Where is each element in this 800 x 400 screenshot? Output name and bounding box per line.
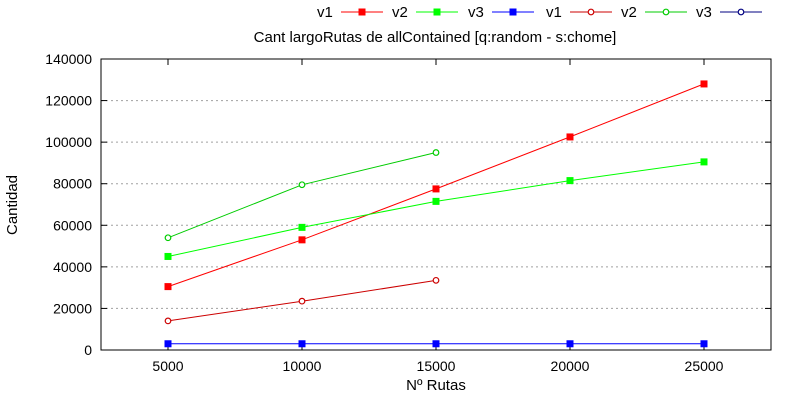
data-point: [700, 158, 708, 166]
legend-item-5: v2: [621, 4, 687, 21]
y-tick-label: 120000: [45, 93, 92, 109]
x-tick-label: 20000: [551, 358, 590, 374]
legend-marker: [587, 8, 595, 16]
data-point: [700, 80, 708, 88]
legend-label: v1: [317, 4, 333, 21]
series-1: [164, 80, 708, 291]
legend-marker: [662, 8, 670, 16]
data-point: [298, 340, 306, 348]
legend: v1 v2 v3 v1 v2 v3: [317, 4, 762, 21]
legend-label: v2: [621, 4, 637, 21]
data-point: [298, 181, 306, 189]
legend-label: v1: [546, 4, 562, 21]
y-tick-label: 40000: [53, 259, 92, 275]
legend-item-1: v1: [317, 4, 383, 21]
data-point: [432, 340, 440, 348]
legend-label: v2: [392, 4, 408, 21]
legend-item-3: v3: [468, 4, 534, 21]
y-tick-label: 140000: [45, 51, 92, 67]
x-tick-label: 10000: [283, 358, 322, 374]
x-tick-label: 5000: [152, 358, 183, 374]
x-tick-label: 15000: [417, 358, 456, 374]
x-tick-label: 25000: [685, 358, 724, 374]
data-point: [164, 340, 172, 348]
data-point: [164, 252, 172, 260]
chart-title: Cant largoRutas de allContained [q:rando…: [254, 29, 617, 46]
data-point: [566, 133, 574, 141]
data-point: [164, 317, 172, 325]
legend-item-4: v1: [546, 4, 612, 21]
series-2: [164, 158, 708, 260]
data-point: [700, 340, 708, 348]
legend-item-6: v3: [696, 4, 762, 21]
data-point: [432, 276, 440, 284]
legend-marker: [509, 8, 517, 16]
data-point: [432, 185, 440, 193]
data-point: [432, 149, 440, 156]
grid-lines: [101, 100, 771, 309]
series-5: [164, 149, 440, 242]
series-group: [164, 80, 708, 348]
data-point: [164, 234, 172, 242]
data-point: [298, 297, 306, 305]
y-axis-title: Cantidad: [4, 175, 21, 235]
data-point: [566, 177, 574, 185]
axes: 0 20000 40000 60000 80000 100000 120000 140000 5…: [45, 51, 772, 374]
legend-item-2: v2: [392, 4, 458, 21]
series-3: [164, 340, 708, 348]
x-axis-title: Nº Rutas: [406, 377, 466, 394]
legend-label: v3: [468, 4, 484, 21]
plot-frame: [100, 58, 772, 351]
y-tick-label: 20000: [53, 300, 92, 316]
legend-marker: [433, 8, 441, 16]
data-point: [432, 197, 440, 205]
y-tick-label: 80000: [53, 176, 92, 192]
series-4: [164, 276, 440, 325]
legend-marker: [358, 8, 366, 16]
y-tick-label: 100000: [45, 134, 92, 150]
data-point: [298, 223, 306, 231]
legend-label: v3: [696, 4, 712, 21]
y-tick-label: 60000: [53, 217, 92, 233]
y-tick-label: 0: [84, 342, 92, 358]
data-point: [164, 283, 172, 291]
legend-marker: [737, 8, 745, 16]
data-point: [298, 236, 306, 244]
data-point: [566, 340, 574, 348]
